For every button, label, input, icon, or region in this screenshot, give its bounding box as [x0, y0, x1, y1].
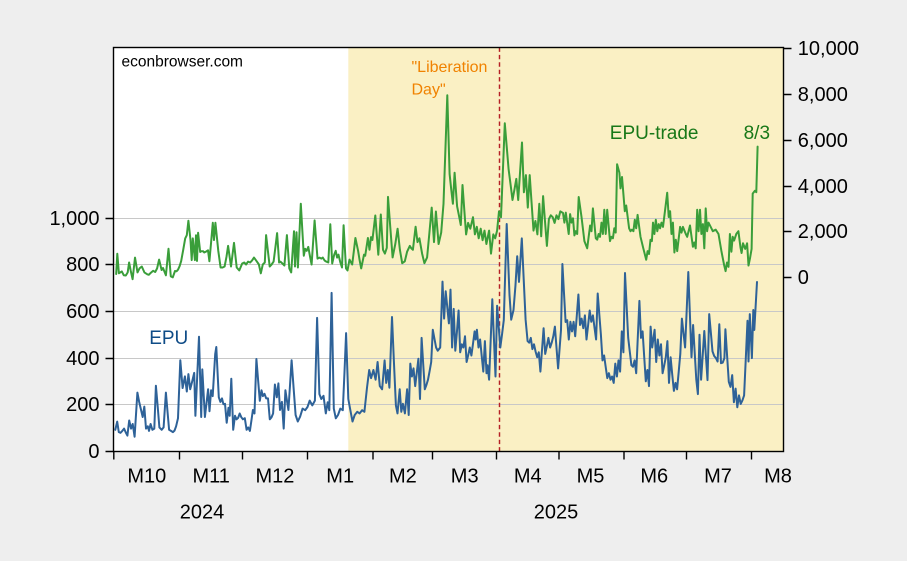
svg-text:M3: M3: [451, 465, 479, 487]
svg-text:M10: M10: [127, 465, 166, 487]
svg-text:2024: 2024: [180, 502, 225, 524]
svg-text:M8: M8: [764, 465, 792, 487]
svg-text:600: 600: [66, 301, 99, 323]
svg-text:800: 800: [66, 254, 99, 276]
svg-text:EPU-trade: EPU-trade: [610, 123, 699, 144]
svg-text:M1: M1: [326, 465, 354, 487]
svg-text:6,000: 6,000: [798, 130, 848, 152]
svg-text:1,000: 1,000: [49, 208, 99, 230]
svg-text:M6: M6: [640, 465, 668, 487]
svg-text:econbrowser.com: econbrowser.com: [122, 54, 243, 71]
svg-text:200: 200: [66, 394, 99, 416]
svg-text:M12: M12: [255, 465, 294, 487]
svg-text:4,000: 4,000: [798, 176, 848, 198]
svg-text:Day": Day": [412, 81, 446, 98]
svg-text:8/3: 8/3: [744, 123, 770, 144]
svg-text:8,000: 8,000: [798, 84, 848, 106]
svg-text:"Liberation: "Liberation: [412, 59, 488, 76]
svg-text:400: 400: [66, 348, 99, 370]
svg-text:2025: 2025: [534, 502, 579, 524]
svg-text:0: 0: [798, 267, 809, 289]
svg-text:2,000: 2,000: [798, 221, 848, 243]
svg-text:0: 0: [88, 441, 99, 463]
svg-text:M11: M11: [192, 465, 229, 487]
svg-text:M7: M7: [704, 465, 732, 487]
svg-text:EPU: EPU: [149, 328, 188, 349]
svg-text:10,000: 10,000: [798, 38, 859, 60]
svg-text:M4: M4: [514, 465, 542, 487]
svg-text:M2: M2: [389, 465, 417, 487]
svg-text:M5: M5: [577, 465, 605, 487]
